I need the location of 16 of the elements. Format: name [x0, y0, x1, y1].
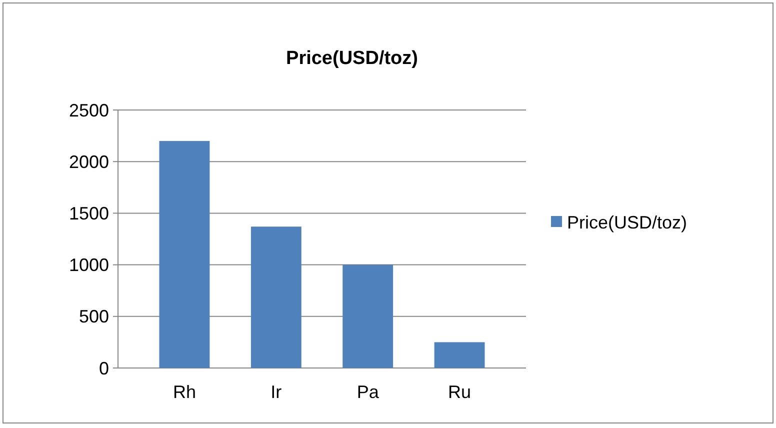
y-tick-label: 0	[98, 358, 109, 378]
x-tick-label: Pa	[356, 382, 380, 402]
bar	[342, 264, 394, 368]
y-tick-label: 2500	[68, 100, 109, 120]
bar	[159, 140, 210, 368]
x-tick-label: Ru	[448, 382, 472, 402]
y-tick-label: 500	[78, 306, 109, 327]
x-tick-label: Rh	[172, 382, 196, 402]
bar	[250, 226, 302, 368]
x-tick-label: Ir	[270, 382, 282, 402]
y-tick-label: 1000	[68, 255, 109, 276]
bar	[434, 342, 485, 368]
y-tick-label: 2000	[68, 152, 109, 172]
legend-label: Price(USD/toz)	[567, 212, 688, 232]
y-tick-label: 1500	[68, 204, 109, 224]
chart-title: Price(USD/toz)	[286, 48, 418, 69]
